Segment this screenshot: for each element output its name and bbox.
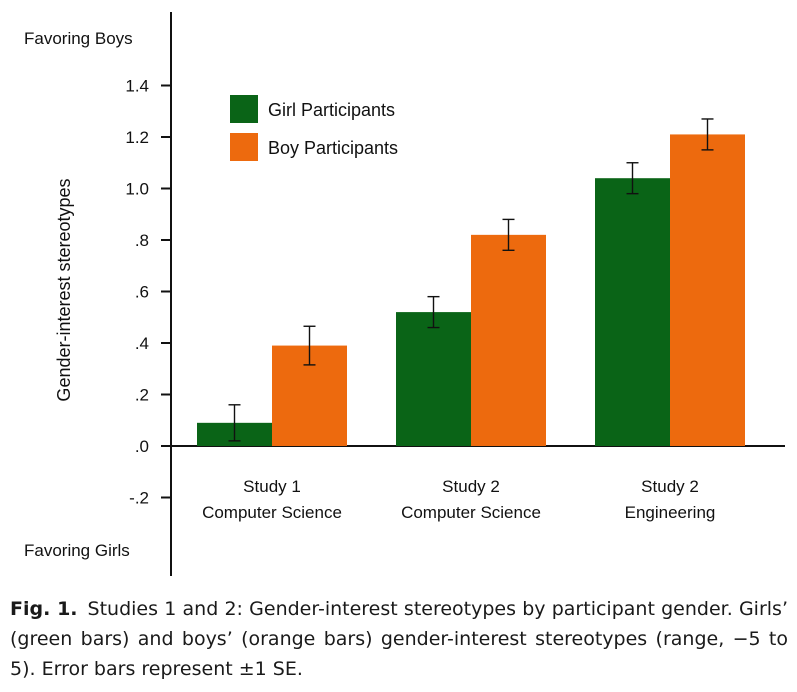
legend-label: Girl Participants [268,100,395,120]
legend-swatch [230,133,258,161]
bar [396,312,471,446]
figure-caption: Fig. 1. Studies 1 and 2: Gender-interest … [10,594,788,684]
y-tick-label: .6 [135,283,149,302]
annotation-favoring-boys: Favoring Boys [24,29,133,48]
y-tick-label: .0 [135,437,149,456]
x-tick-label: Study 2 [442,477,500,496]
y-tick-label: .2 [135,386,149,405]
bar-chart: Favoring Boys Favoring Girls Gender-inte… [24,12,785,576]
bar [471,234,546,446]
annotation-favoring-girls: Favoring Girls [24,541,130,560]
y-tick-label: .4 [135,334,149,353]
y-tick-label: 1.0 [125,180,149,199]
legend-label: Boy Participants [268,138,398,158]
x-tick-label: Computer Science [401,503,541,522]
y-tick-label: -.2 [129,489,149,508]
y-axis-label: Gender-interest stereotypes [54,178,74,401]
bar [595,178,670,446]
y-tick-label: 1.2 [125,128,149,147]
caption-label: Fig. 1. [10,598,78,620]
x-tick-label: Study 2 [641,477,699,496]
x-tick-label: Engineering [625,503,716,522]
y-tick-label: .8 [135,231,149,250]
x-tick-label: Computer Science [202,503,342,522]
caption-text: Studies 1 and 2: Gender-interest stereot… [10,598,788,680]
y-tick-label: 1.4 [125,77,149,96]
x-tick-label: Study 1 [243,477,301,496]
legend-swatch [230,95,258,123]
bar [670,134,745,447]
